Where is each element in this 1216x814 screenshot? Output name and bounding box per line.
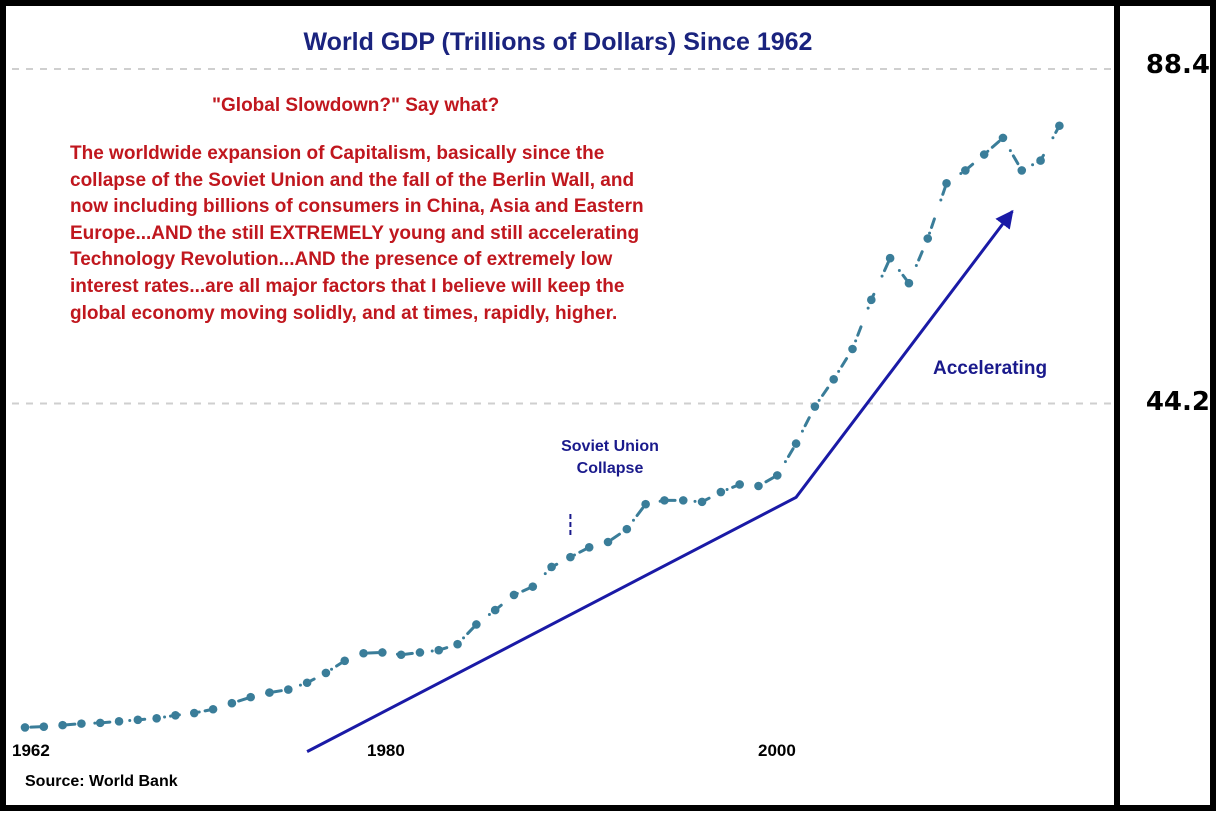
- data-point: [603, 537, 613, 547]
- data-point: [923, 234, 933, 243]
- data-point: [133, 715, 143, 725]
- data-point: [735, 480, 744, 489]
- data-point: [246, 692, 255, 702]
- data-point: [716, 487, 726, 497]
- data-point: [302, 678, 312, 688]
- gdp-series: [20, 121, 1064, 732]
- data-point: [1036, 156, 1045, 165]
- data-point: [415, 648, 425, 657]
- data-point: [961, 166, 970, 175]
- data-point: [810, 402, 820, 411]
- y-tick-label: 88.4: [1145, 50, 1210, 80]
- data-point: [885, 253, 895, 263]
- data-point: [77, 719, 86, 728]
- grid-lines: [12, 68, 1112, 405]
- commentary-line: Europe...AND the still EXTREMELY young a…: [70, 222, 640, 244]
- data-point: [584, 542, 594, 552]
- data-point: [114, 717, 124, 726]
- annotation-soviet-collapse: Soviet Union Collapse: [561, 438, 659, 477]
- data-point: [208, 704, 218, 714]
- commentary-text: The worldwide expansion of Capitalism, b…: [70, 141, 790, 327]
- data-point: [1055, 121, 1064, 131]
- commentary-line: now including billions of consumers in C…: [70, 196, 644, 218]
- data-point: [152, 714, 161, 723]
- data-point: [20, 723, 30, 732]
- data-point: [979, 150, 989, 159]
- data-point: [39, 722, 49, 731]
- data-point: [453, 639, 462, 649]
- data-point: [265, 688, 274, 697]
- data-point: [509, 590, 519, 600]
- data-point: [566, 552, 575, 562]
- data-point: [848, 344, 857, 354]
- data-point: [321, 668, 331, 678]
- data-point: [95, 718, 105, 728]
- trend-series: [306, 209, 1014, 753]
- data-point: [942, 178, 951, 188]
- data-point: [904, 278, 914, 288]
- data-point: [227, 698, 237, 708]
- annotation-accelerating: Accelerating: [933, 358, 1048, 379]
- data-point: [697, 497, 707, 507]
- chart-subtitle: "Global Slowdown?" Say what?: [212, 95, 500, 116]
- data-point: [867, 295, 876, 305]
- commentary-line: interest rates...are all major factors t…: [70, 275, 625, 297]
- data-point: [378, 648, 387, 657]
- y-tick-label: 44.2: [1145, 387, 1210, 417]
- data-point: [58, 720, 67, 730]
- source-note: Source: World Bank: [25, 773, 178, 790]
- data-point: [490, 605, 500, 615]
- trend-line: [306, 209, 1014, 753]
- data-point: [772, 471, 782, 480]
- data-point: [678, 496, 688, 505]
- data-point: [641, 499, 650, 509]
- data-point: [340, 656, 350, 666]
- data-point: [472, 620, 481, 629]
- data-point: [189, 708, 199, 718]
- x-tick-label: 1980: [367, 741, 405, 760]
- x-tick-label: 2000: [758, 741, 796, 760]
- data-point: [528, 582, 538, 591]
- data-point: [754, 481, 763, 491]
- gdp-line-dashes: [23, 124, 1061, 729]
- commentary-line: The worldwide expansion of Capitalism, b…: [70, 143, 605, 164]
- chart-title: World GDP (Trillions of Dollars) Since 1…: [303, 28, 813, 56]
- data-point: [434, 645, 444, 655]
- data-point: [171, 710, 180, 720]
- data-point: [829, 374, 839, 384]
- x-tick-label: 1962: [12, 741, 50, 760]
- data-point: [396, 650, 406, 660]
- commentary-line: Technology Revolution...AND the presence…: [70, 249, 613, 271]
- data-point: [283, 685, 293, 694]
- commentary-line: collapse of the Soviet Union and the fal…: [70, 169, 635, 191]
- data-point: [1017, 166, 1027, 175]
- data-point: [791, 439, 801, 448]
- data-point: [998, 133, 1008, 143]
- commentary-line: global economy moving solidly, and at ti…: [70, 302, 618, 324]
- data-point: [547, 562, 556, 572]
- data-point: [660, 496, 669, 505]
- data-point: [359, 648, 368, 658]
- data-point: [622, 524, 632, 534]
